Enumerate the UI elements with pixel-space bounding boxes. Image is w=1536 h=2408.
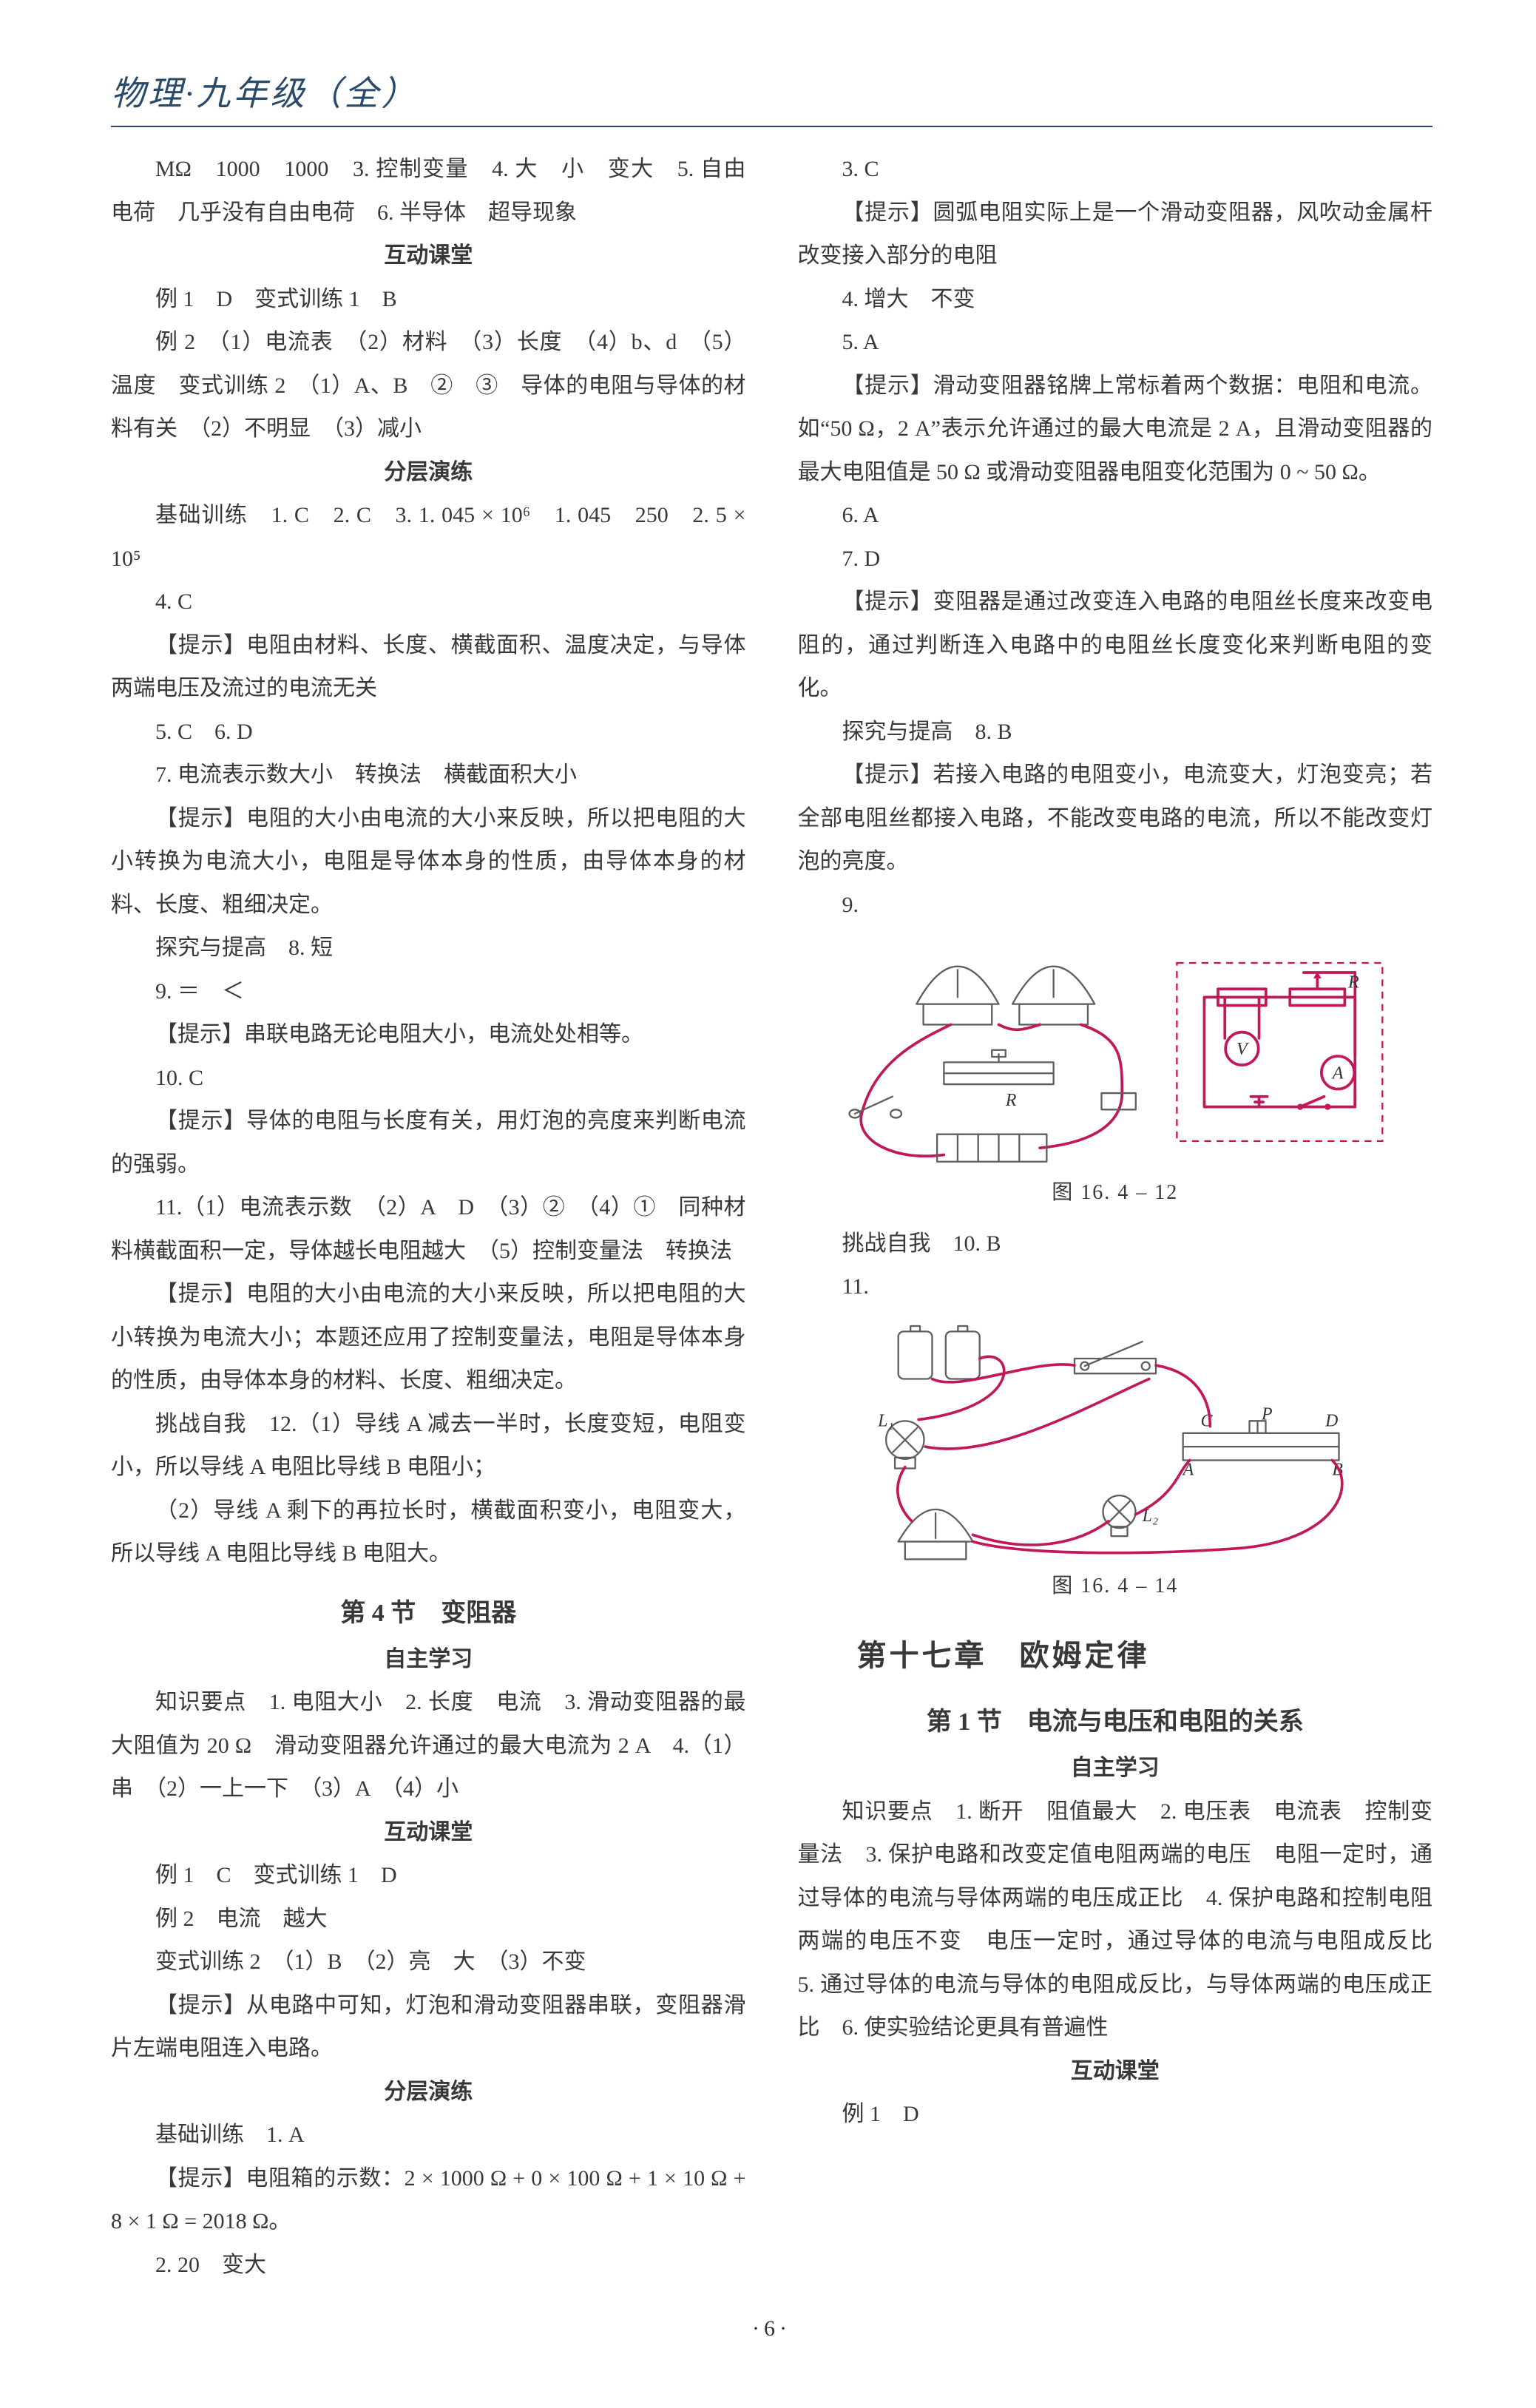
page-header: 物理·九年级（全） bbox=[111, 67, 1432, 127]
body-text: 挑战自我 10. B bbox=[798, 1222, 1433, 1266]
section-heading: 互动课堂 bbox=[111, 1811, 746, 1855]
hint-text: 【提示】电阻由材料、长度、横截面积、温度决定，与导体两端电压及流过的电流无关 bbox=[111, 624, 746, 711]
page-number: ·6· bbox=[111, 2316, 1432, 2341]
section-4-title: 第 4 节 变阻器 bbox=[111, 1589, 746, 1638]
figure-caption: 图 16. 4 – 14 bbox=[798, 1566, 1433, 1607]
hint-text: 【提示】导体的电阻与长度有关，用灯泡的亮度来判断电流的强弱。 bbox=[111, 1100, 746, 1186]
body-text: 4. C bbox=[111, 581, 746, 624]
svg-text:A: A bbox=[1330, 1064, 1343, 1083]
body-text: 4. 增大 不变 bbox=[798, 278, 1433, 322]
body-text: 7. D bbox=[798, 538, 1433, 581]
hint-text: 【提示】圆弧电阻实际上是一个滑动变阻器，风吹动金属杆改变接入部分的电阻 bbox=[798, 192, 1433, 278]
body-text: 例 2 电流 越大 bbox=[111, 1898, 746, 1941]
body-text: 基础训练 1. C 2. C 3. 1. 045 × 10⁶ 1. 045 25… bbox=[111, 494, 746, 581]
body-text: 10. C bbox=[111, 1057, 746, 1100]
body-text: 变式训练 2 （1）B （2）亮 大 （3）不变 bbox=[111, 1941, 746, 1984]
body-text: 例 1 D 变式训练 1 B bbox=[111, 278, 746, 322]
section-1-title: 第 1 节 电流与电压和电阻的关系 bbox=[798, 1698, 1433, 1747]
hint-text: 【提示】电阻箱的示数：2 × 1000 Ω + 0 × 100 Ω + 1 × … bbox=[111, 2157, 746, 2244]
svg-text:P: P bbox=[1261, 1404, 1273, 1424]
page: 物理·九年级（全） MΩ 1000 1000 3. 控制变量 4. 大 小 变大… bbox=[0, 0, 1536, 2408]
svg-text:L₁: L₁ bbox=[877, 1411, 894, 1430]
section-heading: 自主学习 bbox=[111, 1638, 746, 1682]
hint-text: 【提示】若接入电路的电阻变小，电流变大，灯泡变亮；若全部电阻丝都接入电路，不能改… bbox=[798, 754, 1433, 884]
section-heading: 分层演练 bbox=[111, 451, 746, 495]
chapter-17-title: 第十七章 欧姆定律 bbox=[798, 1627, 1433, 1685]
body-text: 知识要点 1. 电阻大小 2. 长度 电流 3. 滑动变阻器的最大阻值为 20 … bbox=[111, 1681, 746, 1811]
svg-text:R: R bbox=[1347, 973, 1359, 992]
section-heading: 互动课堂 bbox=[798, 2050, 1433, 2094]
body-text: 9. bbox=[798, 884, 1433, 927]
section-heading: 互动课堂 bbox=[111, 234, 746, 278]
svg-text:D: D bbox=[1324, 1411, 1338, 1430]
hint-text: 【提示】串联电路无论电阻大小，电流处处相等。 bbox=[111, 1013, 746, 1057]
two-column-layout: MΩ 1000 1000 3. 控制变量 4. 大 小 变大 5. 自由电荷 几… bbox=[111, 148, 1432, 2287]
body-text: 5. A bbox=[798, 321, 1433, 365]
body-text: 探究与提高 8. 短 bbox=[111, 927, 746, 970]
svg-text:V: V bbox=[1236, 1040, 1250, 1059]
left-column: MΩ 1000 1000 3. 控制变量 4. 大 小 变大 5. 自由电荷 几… bbox=[111, 148, 746, 2287]
circuit-pictorial-icon: L₁ L₂ bbox=[856, 1318, 1374, 1562]
figure-16-4-14: L₁ L₂ bbox=[798, 1318, 1433, 1607]
body-text: 11.（1）电流表示数 （2）A D （3）② （4）① 同种材料横截面积一定，… bbox=[111, 1186, 746, 1273]
figure-16-4-12: R bbox=[798, 936, 1433, 1214]
body-text: 11. bbox=[798, 1265, 1433, 1309]
circuit-sketch-and-schematic-icon: R bbox=[834, 936, 1396, 1169]
section-heading: 自主学习 bbox=[798, 1747, 1433, 1790]
right-column: 3. C 【提示】圆弧电阻实际上是一个滑动变阻器，风吹动金属杆改变接入部分的电阻… bbox=[798, 148, 1433, 2287]
body-text: 探究与提高 8. B bbox=[798, 711, 1433, 754]
body-text: 知识要点 1. 断开 阻值最大 2. 电压表 电流表 控制变量法 3. 保护电路… bbox=[798, 1790, 1433, 2050]
body-text: 例 1 C 变式训练 1 D bbox=[111, 1854, 746, 1898]
body-text: 3. C bbox=[798, 148, 1433, 192]
hint-text: 【提示】电阻的大小由电流的大小来反映，所以把电阻的大小转换为电流大小，电阻是导体… bbox=[111, 797, 746, 927]
header-title: 物理·九年级（全） bbox=[111, 67, 1432, 115]
figure-caption: 图 16. 4 – 12 bbox=[798, 1173, 1433, 1214]
body-text: 挑战自我 12.（1）导线 A 减去一半时，长度变短，电阻变小，所以导线 A 电… bbox=[111, 1403, 746, 1489]
body-text: 5. C 6. D bbox=[111, 711, 746, 754]
body-text: 7. 电流表示数大小 转换法 横截面积大小 bbox=[111, 754, 746, 797]
body-text: 例 2 （1）电流表 （2）材料 （3）长度 （4）b、d （5）温度 变式训练… bbox=[111, 321, 746, 451]
body-text: 基础训练 1. A bbox=[111, 2114, 746, 2157]
body-text: 6. A bbox=[798, 494, 1433, 538]
body-text: 2. 20 变大 bbox=[111, 2244, 746, 2287]
section-heading: 分层演练 bbox=[111, 2071, 746, 2114]
body-text: 9. ＝ ＜ bbox=[111, 970, 746, 1014]
hint-text: 【提示】电阻的大小由电流的大小来反映，所以把电阻的大小转换为电流大小；本题还应用… bbox=[111, 1273, 746, 1403]
body-text: MΩ 1000 1000 3. 控制变量 4. 大 小 变大 5. 自由电荷 几… bbox=[111, 148, 746, 234]
svg-text:R: R bbox=[1005, 1091, 1017, 1110]
body-text: （2）导线 A 剩下的再拉长时，横截面积变小，电阻变大，所以导线 A 电阻比导线… bbox=[111, 1489, 746, 1576]
body-text: 例 1 D bbox=[798, 2093, 1433, 2137]
hint-text: 【提示】从电路中可知，灯泡和滑动变阻器串联，变阻器滑片左端电阻连入电路。 bbox=[111, 1984, 746, 2071]
hint-text: 【提示】变阻器是通过改变连入电路的电阻丝长度来改变电阻的，通过判断连入电路中的电… bbox=[798, 581, 1433, 711]
hint-text: 【提示】滑动变阻器铭牌上常标着两个数据：电阻和电流。如“50 Ω，2 A”表示允… bbox=[798, 365, 1433, 495]
